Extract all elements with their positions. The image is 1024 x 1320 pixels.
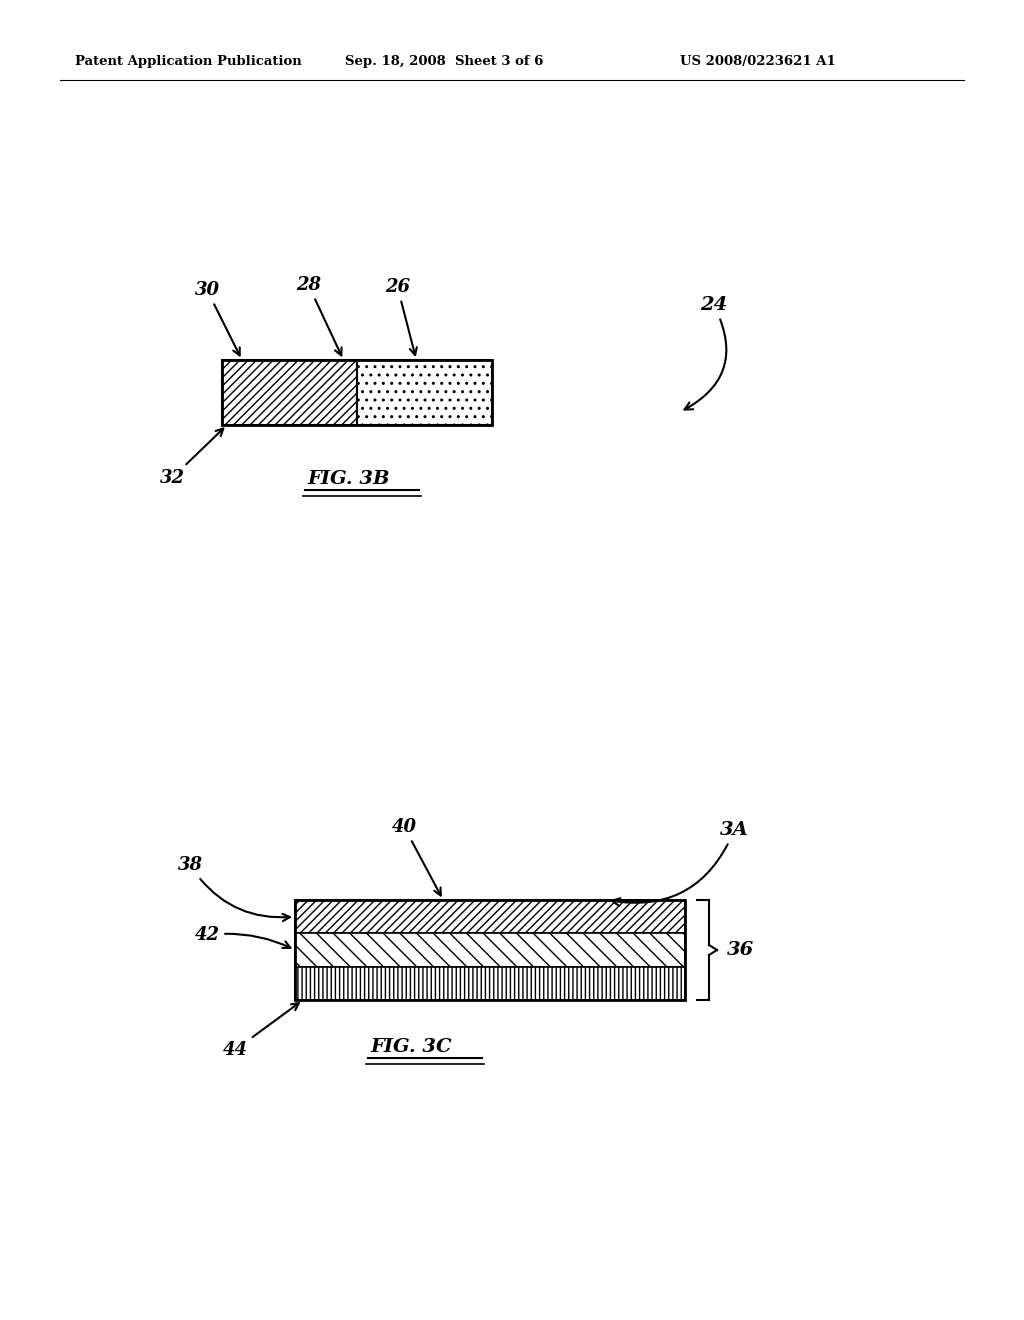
Text: 32: 32 bbox=[160, 429, 223, 487]
Bar bbox=[295, 900, 685, 933]
Bar bbox=[222, 360, 492, 425]
Text: Patent Application Publication: Patent Application Publication bbox=[75, 55, 302, 69]
Text: 24: 24 bbox=[684, 296, 727, 409]
Text: 38: 38 bbox=[177, 855, 290, 921]
Text: 30: 30 bbox=[195, 281, 240, 355]
Bar bbox=[357, 360, 492, 425]
Text: 26: 26 bbox=[385, 279, 417, 355]
Text: 28: 28 bbox=[296, 276, 342, 355]
Text: Sep. 18, 2008  Sheet 3 of 6: Sep. 18, 2008 Sheet 3 of 6 bbox=[345, 55, 544, 69]
Bar bbox=[295, 966, 685, 1001]
Bar bbox=[295, 900, 685, 1001]
Bar bbox=[222, 360, 357, 425]
Text: FIG. 3B: FIG. 3B bbox=[307, 470, 389, 488]
Text: US 2008/0223621 A1: US 2008/0223621 A1 bbox=[680, 55, 836, 69]
Text: 3A: 3A bbox=[612, 821, 749, 906]
Text: 44: 44 bbox=[222, 1003, 299, 1059]
Text: 40: 40 bbox=[392, 818, 440, 895]
Bar bbox=[295, 933, 685, 966]
Text: FIG. 3C: FIG. 3C bbox=[370, 1038, 452, 1056]
Text: 36: 36 bbox=[727, 941, 755, 960]
Text: 42: 42 bbox=[195, 927, 291, 948]
